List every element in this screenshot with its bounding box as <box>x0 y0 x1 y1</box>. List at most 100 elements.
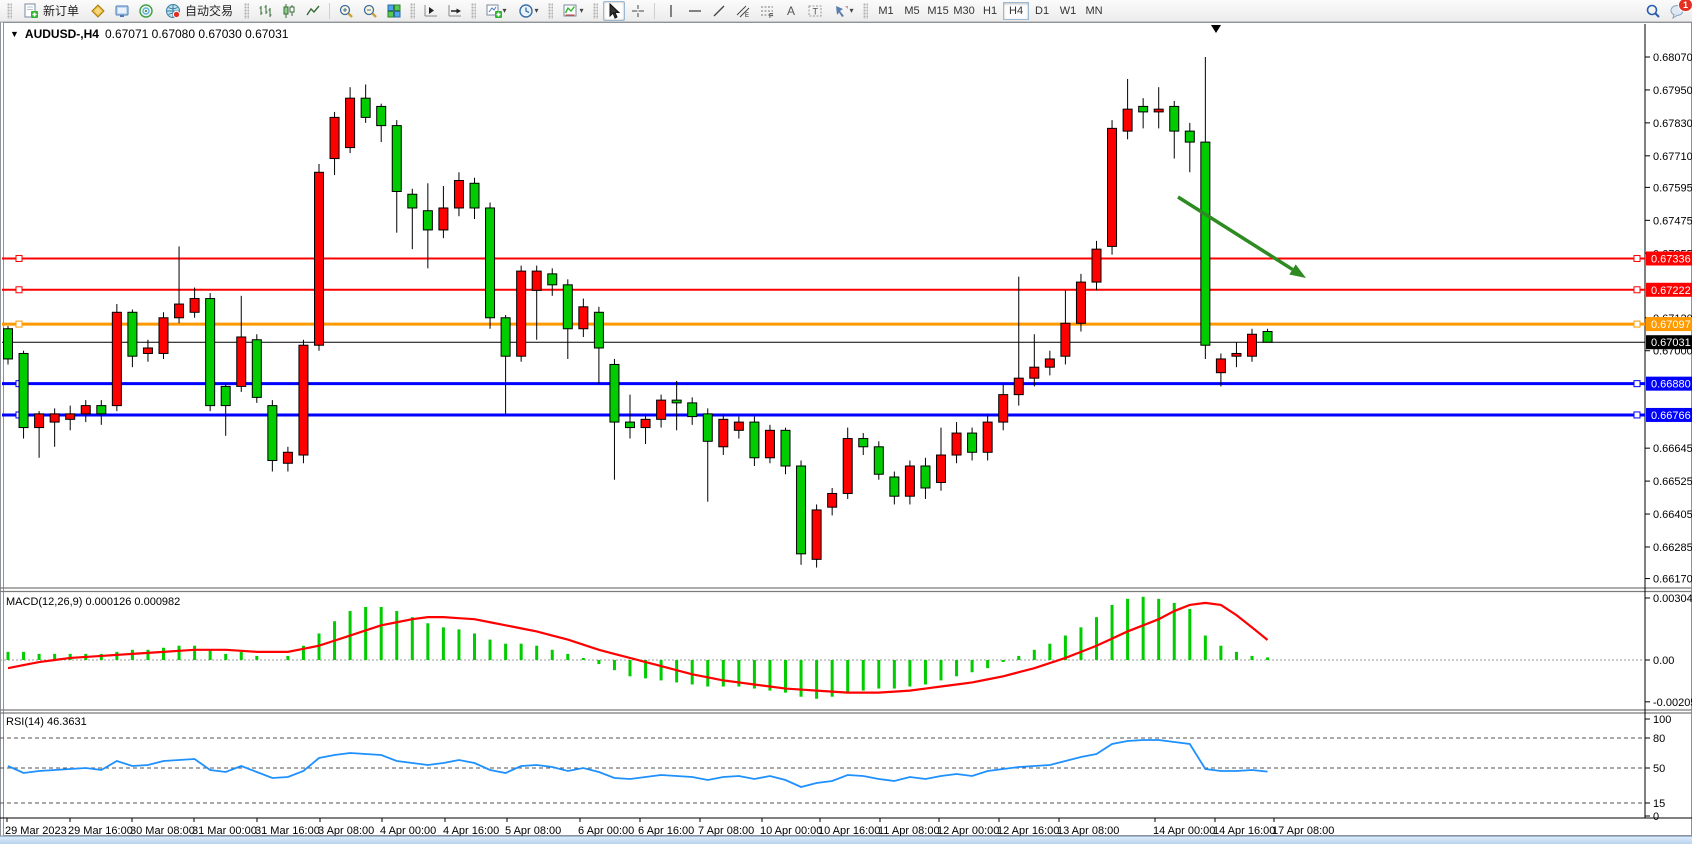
timeframe-button-MN[interactable]: MN <box>1085 4 1103 17</box>
timeframe-button-M30[interactable]: M30 <box>953 4 975 17</box>
timeframe-button-M15[interactable]: M15 <box>927 4 949 17</box>
candle[interactable] <box>951 432 962 456</box>
toolbar-grip[interactable] <box>548 2 554 19</box>
candle[interactable] <box>1091 248 1102 283</box>
candle[interactable] <box>593 311 604 349</box>
candle[interactable] <box>967 432 978 453</box>
autotrading-button[interactable]: 自动交易 <box>159 1 239 21</box>
line-anchor-handle[interactable] <box>1633 254 1641 262</box>
line-anchor-handle[interactable] <box>1633 411 1641 419</box>
line-anchor-handle[interactable] <box>15 254 23 262</box>
auto-scroll-button[interactable] <box>444 1 466 21</box>
candle[interactable] <box>562 284 573 330</box>
candle[interactable] <box>500 317 511 357</box>
candle[interactable] <box>936 454 946 483</box>
candle[interactable] <box>904 465 915 497</box>
candle[interactable] <box>1215 358 1226 374</box>
candle[interactable] <box>189 298 200 313</box>
zoom-in-button[interactable] <box>335 1 357 21</box>
candle[interactable] <box>625 421 635 429</box>
cursor-tool-button[interactable] <box>603 0 626 21</box>
channel-tool-button[interactable]: E <box>732 1 754 21</box>
candle[interactable] <box>1029 366 1040 379</box>
candle[interactable] <box>1247 333 1257 357</box>
candle[interactable] <box>174 303 185 319</box>
candle[interactable] <box>982 421 993 453</box>
candle[interactable] <box>205 298 216 407</box>
timeframe-button-H4[interactable]: H4 <box>1003 1 1030 20</box>
toolbar-grip[interactable] <box>471 2 477 19</box>
candle[interactable] <box>1013 377 1024 396</box>
candle[interactable] <box>158 317 169 354</box>
chart-shift-marker[interactable] <box>1211 25 1221 33</box>
toolbar-grip[interactable] <box>863 2 869 19</box>
candle[interactable] <box>998 394 1009 423</box>
candle[interactable] <box>749 421 760 459</box>
candle[interactable] <box>376 105 387 127</box>
candle[interactable] <box>329 116 340 160</box>
search-button[interactable] <box>1642 1 1664 21</box>
fibonacci-tool-button[interactable]: F <box>756 1 778 21</box>
candle[interactable] <box>656 399 667 420</box>
candle[interactable] <box>1231 352 1242 357</box>
periods-button[interactable]: ▾ <box>513 1 543 21</box>
candle[interactable] <box>702 413 713 442</box>
candle[interactable] <box>18 352 29 429</box>
tile-windows-button[interactable] <box>383 1 405 21</box>
line-anchor-handle[interactable] <box>1633 320 1641 328</box>
candle[interactable] <box>422 210 433 231</box>
text-tool-button[interactable]: A <box>780 1 802 21</box>
timeframe-button-D1[interactable]: D1 <box>1035 4 1050 17</box>
vertical-line-tool-button[interactable] <box>660 1 682 21</box>
candle[interactable] <box>873 446 884 475</box>
candle[interactable] <box>1262 331 1273 343</box>
candle[interactable] <box>1169 105 1180 132</box>
candle[interactable] <box>780 429 791 467</box>
horizontal-line-tool-button[interactable] <box>684 1 706 21</box>
candle[interactable] <box>687 402 698 418</box>
candle[interactable] <box>360 97 371 118</box>
candle[interactable] <box>609 363 620 423</box>
data-window-button[interactable] <box>111 1 133 21</box>
candlestick-mode-button[interactable] <box>278 1 300 21</box>
candle[interactable] <box>671 399 682 404</box>
candle[interactable] <box>96 405 107 415</box>
candle[interactable] <box>858 438 869 448</box>
toolbar-grip[interactable] <box>593 2 599 19</box>
candle[interactable] <box>1075 281 1086 324</box>
market-watch-button[interactable] <box>87 1 109 21</box>
candle[interactable] <box>80 405 91 415</box>
candle[interactable] <box>236 336 247 387</box>
bar-chart-mode-button[interactable] <box>254 1 276 21</box>
candle[interactable] <box>111 311 122 407</box>
candle[interactable] <box>796 465 807 555</box>
candle[interactable] <box>920 465 931 489</box>
candle[interactable] <box>811 509 822 560</box>
candle[interactable] <box>438 207 449 231</box>
candle[interactable] <box>127 311 138 357</box>
toolbar-grip[interactable] <box>410 2 416 19</box>
candle[interactable] <box>267 405 278 462</box>
candle[interactable] <box>547 273 558 286</box>
trend-arrow-annotation[interactable] <box>1177 195 1294 271</box>
line-anchor-handle[interactable] <box>1633 380 1641 388</box>
candle[interactable] <box>842 438 853 494</box>
toolbar-grip[interactable] <box>7 2 12 19</box>
trendline-tool-button[interactable] <box>708 1 730 21</box>
candle[interactable] <box>1122 108 1133 132</box>
candle[interactable] <box>251 339 262 398</box>
candle[interactable] <box>49 413 60 423</box>
candle[interactable] <box>314 171 324 346</box>
candle[interactable] <box>282 451 293 464</box>
candle[interactable] <box>640 418 651 429</box>
timeframe-button-M1[interactable]: M1 <box>878 4 894 17</box>
new-chart-button[interactable]: ▾ <box>481 1 511 21</box>
new-order-button[interactable]: 新订单 <box>17 1 85 21</box>
line-anchor-handle[interactable] <box>15 286 23 294</box>
candle[interactable] <box>516 270 527 357</box>
timeframe-button-H1[interactable]: H1 <box>983 4 998 17</box>
candle[interactable] <box>733 421 744 431</box>
candle[interactable] <box>1044 358 1055 368</box>
candle[interactable] <box>764 429 775 459</box>
